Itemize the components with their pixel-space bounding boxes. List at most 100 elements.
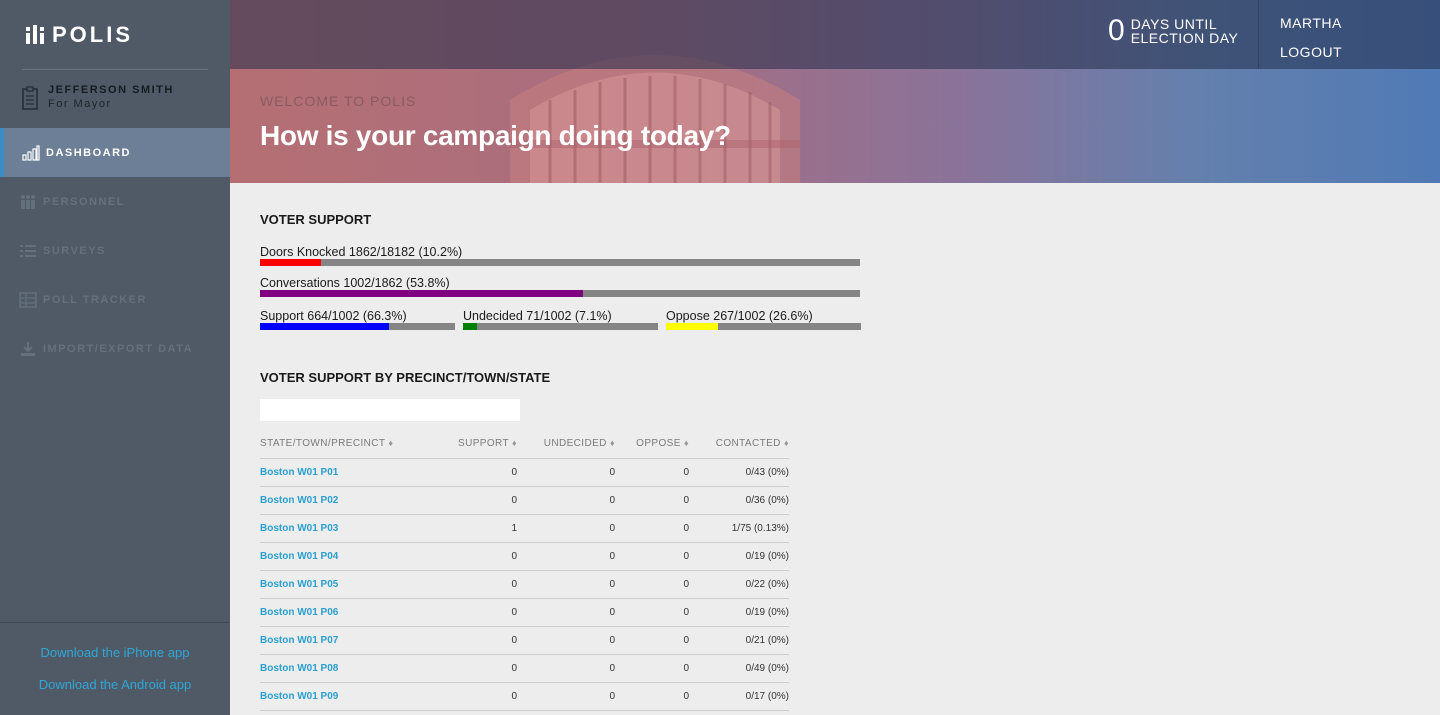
undecided-cell: 0 (517, 598, 615, 627)
candidate-info: JEFFERSON SMITH For Mayor (22, 84, 174, 110)
people-icon (18, 192, 38, 212)
precinct-table: STATE/TOWN/PRECINCT ♦ SUPPORT ♦ UNDECIDE… (260, 430, 789, 711)
days-label-line1: DAYS UNTIL (1130, 16, 1218, 32)
precinct-link[interactable]: Boston W01 P02 (260, 486, 435, 515)
table-row: Boston W01 P02 0 0 0 0/36 (0%) (260, 486, 789, 515)
support-cell: 0 (435, 486, 517, 515)
sidebar-item-import-export[interactable]: IMPORT/EXPORT DATA (0, 324, 230, 373)
bar-chart-icon (21, 143, 41, 163)
sort-icon: ♦ (512, 438, 517, 449)
column-header-contacted[interactable]: CONTACTED ♦ (689, 430, 789, 459)
column-header-precinct[interactable]: STATE/TOWN/PRECINCT ♦ (260, 430, 435, 459)
sort-icon: ♦ (784, 438, 789, 449)
column-header-undecided[interactable]: UNDECIDED ♦ (517, 430, 615, 459)
app-logo[interactable]: POLIS (26, 22, 133, 48)
precinct-search-input[interactable] (260, 399, 520, 421)
grid-icon (18, 290, 38, 310)
sidebar-item-label: SURVEYS (43, 244, 106, 257)
table-row: Boston W01 P08 0 0 0 0/49 (0%) (260, 654, 789, 683)
contacted-cell: 0/19 (0%) (689, 542, 789, 571)
undecided-cell: 0 (517, 514, 615, 543)
table-row: Boston W01 P09 0 0 0 0/17 (0%) (260, 682, 789, 711)
contacted-cell: 0/43 (0%) (689, 458, 789, 487)
oppose-cell: 0 (615, 570, 689, 599)
precinct-section-title: VOTER SUPPORT BY PRECINCT/TOWN/STATE (260, 370, 551, 385)
table-header-row: STATE/TOWN/PRECINCT ♦ SUPPORT ♦ UNDECIDE… (260, 430, 789, 459)
undecided-cell: 0 (517, 486, 615, 515)
oppose-cell: 0 (615, 486, 689, 515)
support-cell: 0 (435, 654, 517, 683)
support-bar (260, 323, 455, 330)
conversations-label: Conversations 1002/1862 (53.8%) (260, 276, 450, 290)
sidebar-item-label: POLL TRACKER (43, 293, 147, 306)
doors-knocked-bar (260, 259, 860, 266)
iphone-app-link[interactable]: Download the iPhone app (40, 645, 190, 660)
candidate-role: For Mayor (48, 98, 112, 110)
undecided-label: Undecided 71/1002 (7.1%) (463, 309, 612, 323)
precinct-link[interactable]: Boston W01 P07 (260, 626, 435, 655)
contacted-cell: 0/49 (0%) (689, 654, 789, 683)
table-row: Boston W01 P07 0 0 0 0/21 (0%) (260, 626, 789, 655)
precinct-link[interactable]: Boston W01 P03 (260, 514, 435, 543)
table-row: Boston W01 P01 0 0 0 0/43 (0%) (260, 458, 789, 487)
oppose-cell: 0 (615, 458, 689, 487)
sidebar-item-surveys[interactable]: SURVEYS (0, 226, 230, 275)
top-bar (230, 0, 1440, 69)
precinct-link[interactable]: Boston W01 P09 (260, 682, 435, 711)
oppose-fill (666, 323, 718, 330)
sidebar-item-personnel[interactable]: PERSONNEL (0, 177, 230, 226)
table-row: Boston W01 P05 0 0 0 0/22 (0%) (260, 570, 789, 599)
support-cell: 0 (435, 626, 517, 655)
days-count: 0 (1108, 14, 1125, 47)
support-cell: 1 (435, 514, 517, 543)
undecided-cell: 0 (517, 542, 615, 571)
support-cell: 0 (435, 682, 517, 711)
oppose-cell: 0 (615, 542, 689, 571)
election-countdown: 0 DAYS UNTIL ELECTION DAY (1108, 14, 1238, 48)
contacted-cell: 0/36 (0%) (689, 486, 789, 515)
oppose-cell: 0 (615, 598, 689, 627)
capitol-dome-image (510, 55, 800, 183)
precinct-link[interactable]: Boston W01 P06 (260, 598, 435, 627)
precinct-link[interactable]: Boston W01 P04 (260, 542, 435, 571)
sidebar-item-dashboard[interactable]: DASHBOARD (0, 128, 230, 177)
sidebar-item-poll-tracker[interactable]: POLL TRACKER (0, 275, 230, 324)
oppose-cell: 0 (615, 654, 689, 683)
sidebar-item-label: DASHBOARD (46, 146, 131, 159)
table-row: Boston W01 P06 0 0 0 0/19 (0%) (260, 598, 789, 627)
precinct-link[interactable]: Boston W01 P08 (260, 654, 435, 683)
conversations-bar (260, 290, 860, 297)
sidebar-nav: DASHBOARD PERSONNEL SURVEYS (0, 128, 230, 373)
oppose-bar (666, 323, 861, 330)
download-icon (18, 339, 38, 359)
support-fill (260, 323, 390, 330)
contacted-cell: 0/21 (0%) (689, 626, 789, 655)
table-row: Boston W01 P04 0 0 0 0/19 (0%) (260, 542, 789, 571)
sidebar-divider (22, 69, 208, 70)
support-cell: 0 (435, 570, 517, 599)
undecided-cell: 0 (517, 626, 615, 655)
app-name: POLIS (52, 22, 134, 47)
conversations-fill (260, 290, 583, 297)
candidate-name: JEFFERSON SMITH (48, 84, 174, 96)
clipboard-icon (22, 86, 38, 110)
doors-knocked-label: Doors Knocked 1862/18182 (10.2%) (260, 245, 463, 259)
undecided-cell: 0 (517, 458, 615, 487)
hero-banner: 0 DAYS UNTIL ELECTION DAY MARTHA LOGOUT … (230, 0, 1440, 183)
sidebar-item-label: IMPORT/EXPORT DATA (43, 342, 194, 355)
header-separator (1258, 0, 1259, 69)
contacted-cell: 1/75 (0.13%) (689, 514, 789, 543)
checklist-icon (18, 241, 38, 261)
column-header-support[interactable]: SUPPORT ♦ (435, 430, 517, 459)
precinct-link[interactable]: Boston W01 P01 (260, 458, 435, 487)
undecided-cell: 0 (517, 570, 615, 599)
sort-icon: ♦ (684, 438, 689, 449)
sidebar-item-label: PERSONNEL (43, 195, 125, 208)
precinct-link[interactable]: Boston W01 P05 (260, 570, 435, 599)
logout-link[interactable]: LOGOUT (1280, 44, 1343, 60)
sort-icon: ♦ (388, 438, 394, 449)
table-row: Boston W01 P03 1 0 0 1/75 (0.13%) (260, 514, 789, 543)
user-menu[interactable]: MARTHA (1280, 15, 1342, 31)
android-app-link[interactable]: Download the Android app (38, 677, 192, 692)
column-header-oppose[interactable]: OPPOSE ♦ (615, 430, 689, 459)
